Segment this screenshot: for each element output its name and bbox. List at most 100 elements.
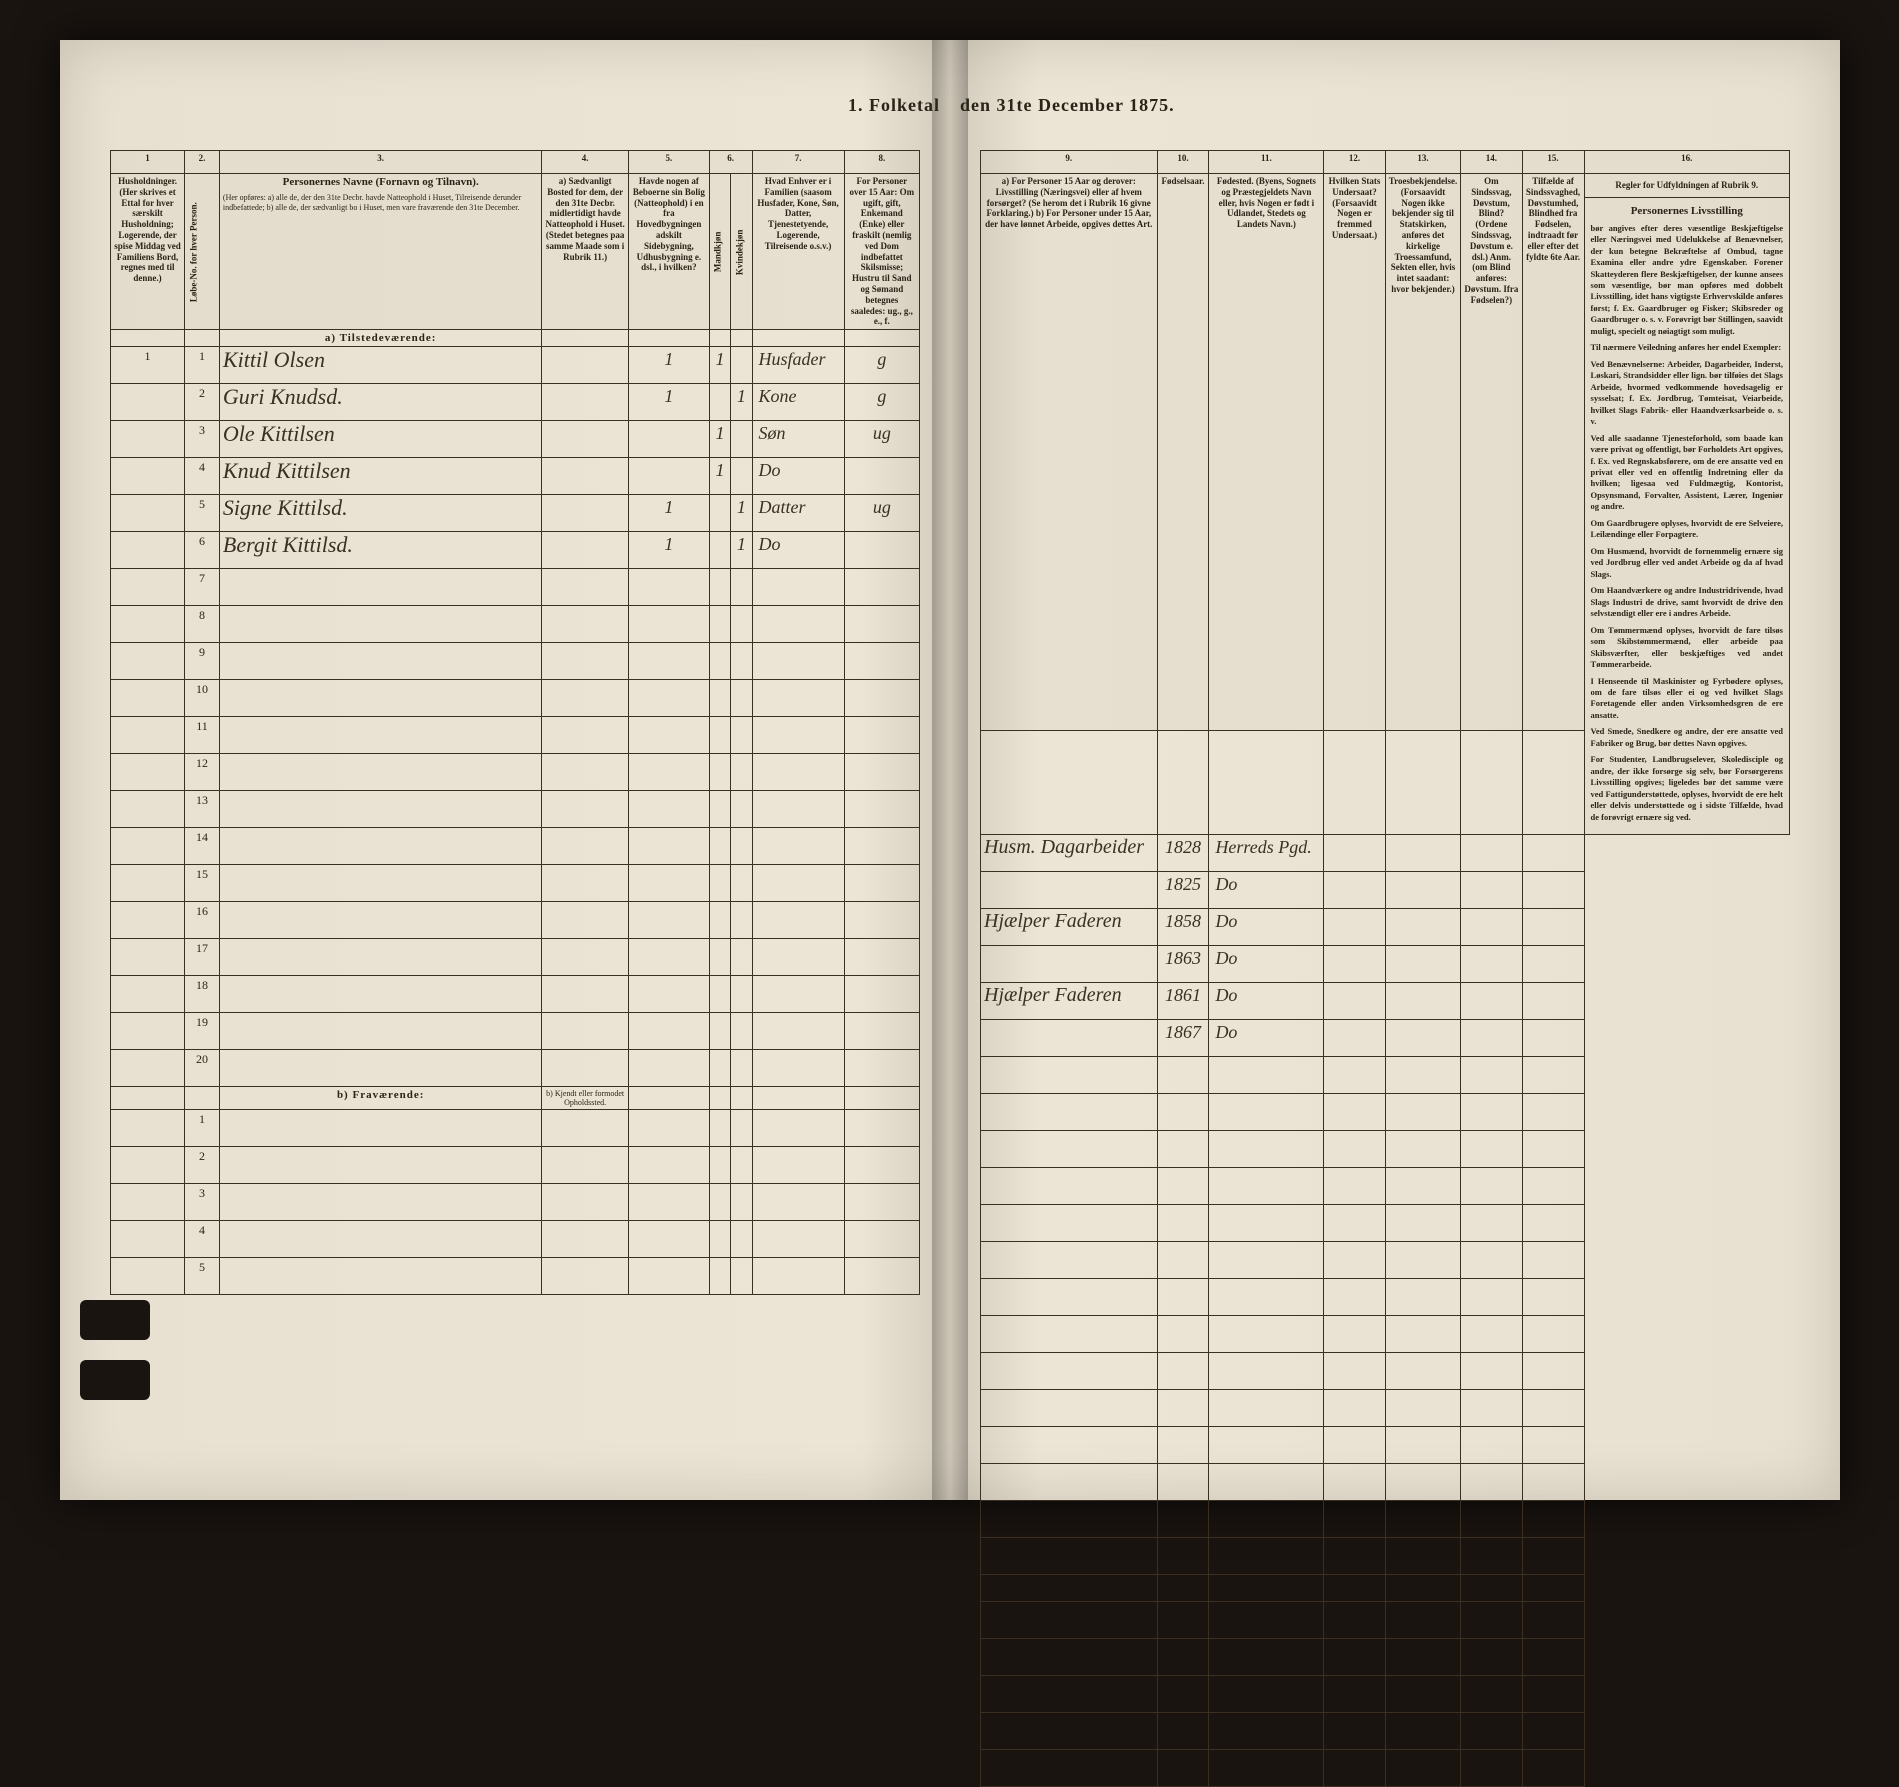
table-row: 1863Do [981,946,1790,983]
column-number-row-r: 9. 10. 11. 12. 13. 14. 15. 16. [981,151,1790,174]
sidebar-p2: Til nærmere Veiledning anføres her endel… [1591,342,1783,353]
colnum-1: 1 [111,151,185,174]
colnum-12: 12. [1324,151,1386,174]
table-row: 4Knud Kittilsen1Do [111,458,920,495]
header-c3-title: Personernes Navne (Fornavn og Tilnavn). [223,176,538,189]
colnum-5: 5. [628,151,709,174]
table-row [981,1501,1790,1538]
table-row: 1867Do [981,1020,1790,1057]
table-row: 11 [111,717,920,754]
table-row [981,1131,1790,1168]
table-row: Husm. Dagarbeider1828Herreds Pgd. [981,835,1790,872]
header-c14: Om Sindssvag, Døvstum, Blind? (Ordene Si… [1461,174,1522,731]
table-row: 5Signe Kittilsd.11Datterug [111,495,920,532]
table-row: 4 [111,1221,920,1258]
table-row: 14 [111,828,920,865]
header-c6a: Mandkjøn [709,174,730,330]
colnum-2: 2. [185,151,220,174]
page-title-right: den 31te December 1875. [960,95,1360,116]
header-c11: Fødested. (Byens, Sognets og Præstegjeld… [1209,174,1324,731]
colnum-8: 8. [844,151,919,174]
table-row: 12 [111,754,920,791]
thumb-tab-2 [80,1360,150,1400]
table-row [981,1353,1790,1390]
table-row: 6Bergit Kittilsd.11Do [111,532,920,569]
sidebar-p7: Om Haandværkere og andre Industridrivend… [1591,585,1783,619]
sidebar-title: Personernes Livsstilling [1591,204,1783,219]
header-c1: Husholdninger. (Her skrives et Ettal for… [111,174,185,330]
colnum-10: 10. [1157,151,1209,174]
column-header-row-r: a) For Personer 15 Aar og derover: Livss… [981,174,1790,731]
header-c6b: Kvindekjøn [731,174,752,330]
table-row [981,1464,1790,1501]
header-c5: Havde nogen af Beboerne sin Bolig (Natte… [628,174,709,330]
table-row: 17 [111,939,920,976]
table-row: 8 [111,606,920,643]
sidebar-p10: Ved Smede, Snedkere og andre, der ere an… [1591,726,1783,749]
colnum-4: 4. [542,151,629,174]
section-b-row-r [981,1575,1790,1602]
table-row [981,1602,1790,1639]
table-row: 15 [111,865,920,902]
table-row: 18 [111,976,920,1013]
table-row: 20 [111,1050,920,1087]
table-row: 16 [111,902,920,939]
section-b-label: b) Fraværende: [219,1087,541,1110]
table-row: 13 [111,791,920,828]
header-c13: Troesbekjendelse. (Forsaavidt Nogen ikke… [1385,174,1460,731]
table-row [981,1427,1790,1464]
colnum-13: 13. [1385,151,1460,174]
table-row [981,1316,1790,1353]
table-row [981,1057,1790,1094]
table-row [981,1094,1790,1131]
census-table-left: 1 2. 3. 4. 5. 6. 7. 8. Husholdninger. (H… [110,150,920,1295]
header-c12: Hvilken Stats Undersaat? (Forsaavidt Nog… [1324,174,1386,731]
table-row: 9 [111,643,920,680]
header-c3-body: (Her opføres: a) alle de, der den 31te D… [223,193,538,212]
thumb-tab-1 [80,1300,150,1340]
sidebar-p8: Om Tømmermænd oplyses, hvorvidt de fare … [1591,625,1783,671]
header-c7: Hvad Enhver er i Familien (saasom Husfad… [752,174,844,330]
table-row [981,1168,1790,1205]
table-row: Hjælper Faderen1858Do [981,909,1790,946]
section-b-row: b) Fraværende: b) Kjendt eller formodet … [111,1087,920,1110]
sidebar-p6: Om Husmænd, hvorvidt de fornemmelig ernæ… [1591,546,1783,580]
section-a-label: a) Tilstedeværende: [219,330,541,347]
table-row [981,1242,1790,1279]
table-row [981,1713,1790,1750]
sidebar-p5: Om Gaardbrugere oplyses, hvorvidt de ere… [1591,518,1783,541]
table-row: 11Kittil Olsen11Husfaderg [111,347,920,384]
table-row: 1 [111,1110,920,1147]
sidebar-p4: Ved alle saadanne Tjenesteforhold, som b… [1591,433,1783,513]
colnum-11: 11. [1209,151,1324,174]
header-c3: Personernes Navne (Fornavn og Tilnavn). … [219,174,541,330]
colnum-15: 15. [1522,151,1584,174]
colnum-6: 6. [709,151,752,174]
rules-sidebar: Personernes Livsstilling bør angives eft… [1585,198,1789,834]
colnum-14: 14. [1461,151,1522,174]
c16-title: Regler for Udfyldningen af Rubrik 9. [1585,174,1789,198]
sidebar-p3: Ved Benævnelserne: Arbeider, Dagarbeider… [1591,359,1783,428]
right-page: den 31te December 1875. 9. 10. 11. 12. 1… [950,40,1840,1500]
header-c4: a) Sædvanligt Bosted for dem, der den 31… [542,174,629,330]
table-row: 19 [111,1013,920,1050]
header-c8: For Personer over 15 Aar: Om ugift, gift… [844,174,919,330]
table-row: 7 [111,569,920,606]
table-row: 3 [111,1184,920,1221]
sidebar-p1: bør angives efter deres væsentlige Beskj… [1591,223,1783,338]
header-c2: Løbe-No. for hver Person. [185,174,220,330]
colnum-9: 9. [981,151,1158,174]
table-row [981,1205,1790,1242]
table-row [981,1390,1790,1427]
colnum-3: 3. [219,151,541,174]
table-row [981,1676,1790,1713]
table-row [981,1639,1790,1676]
table-row [981,1750,1790,1787]
page-title-left: 1. Folketal [540,95,940,116]
header-c16: Regler for Udfyldningen af Rubrik 9. Per… [1584,174,1789,835]
table-row: 2Guri Knudsd.11Koneg [111,384,920,421]
header-c15: Tilfælde af Sindssvaghed, Døvstumhed, Bl… [1522,174,1584,731]
table-row: 1825Do [981,872,1790,909]
table-row [981,1279,1790,1316]
header-c9: a) For Personer 15 Aar og derover: Livss… [981,174,1158,731]
